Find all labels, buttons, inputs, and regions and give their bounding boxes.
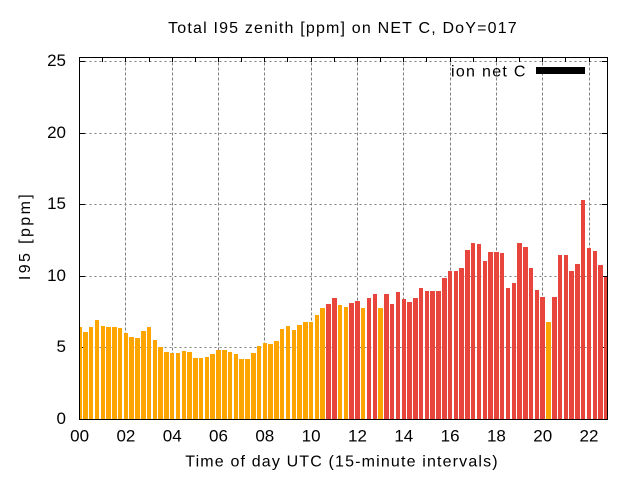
- svg-text:10: 10: [302, 427, 321, 446]
- svg-text:14: 14: [394, 427, 413, 446]
- svg-text:I95 [ppm]: I95 [ppm]: [17, 192, 34, 280]
- svg-text:02: 02: [116, 427, 135, 446]
- svg-text:ion net C: ion net C: [451, 64, 527, 81]
- svg-text:25: 25: [47, 51, 66, 70]
- svg-text:18: 18: [487, 427, 506, 446]
- svg-text:20: 20: [533, 427, 552, 446]
- svg-text:Total I95 zenith [ppm] on NET: Total I95 zenith [ppm] on NET C, DoY=017: [168, 20, 518, 37]
- svg-text:00: 00: [70, 427, 89, 446]
- svg-text:15: 15: [47, 194, 66, 213]
- svg-text:5: 5: [57, 337, 66, 356]
- svg-text:04: 04: [163, 427, 182, 446]
- svg-text:Time of day UTC (15-minute int: Time of day UTC (15-minute intervals): [185, 454, 499, 471]
- svg-text:10: 10: [47, 266, 66, 285]
- svg-text:06: 06: [209, 427, 228, 446]
- svg-text:08: 08: [255, 427, 274, 446]
- svg-text:20: 20: [47, 123, 66, 142]
- svg-text:16: 16: [441, 427, 460, 446]
- svg-text:12: 12: [348, 427, 367, 446]
- svg-text:22: 22: [580, 427, 599, 446]
- svg-text:0: 0: [57, 409, 66, 428]
